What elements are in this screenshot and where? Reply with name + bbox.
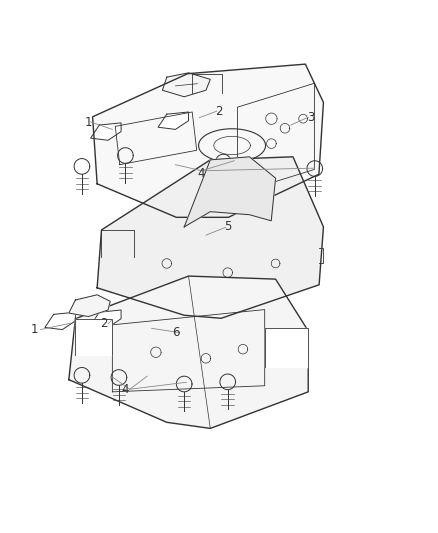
Polygon shape — [69, 295, 110, 317]
Text: 5: 5 — [224, 220, 231, 232]
Polygon shape — [92, 64, 323, 217]
Polygon shape — [184, 157, 276, 227]
Text: 2: 2 — [215, 104, 223, 118]
Text: 1: 1 — [85, 116, 92, 128]
Polygon shape — [265, 328, 308, 367]
Polygon shape — [91, 310, 121, 327]
Text: 2: 2 — [100, 318, 107, 330]
Text: 4: 4 — [122, 383, 129, 395]
Text: 4: 4 — [198, 167, 205, 180]
Polygon shape — [91, 123, 121, 140]
Text: 1: 1 — [30, 323, 38, 336]
Polygon shape — [162, 73, 210, 97]
Polygon shape — [75, 319, 113, 356]
Text: 6: 6 — [172, 326, 179, 339]
Polygon shape — [97, 157, 323, 318]
Polygon shape — [45, 312, 75, 329]
Polygon shape — [158, 112, 188, 130]
Polygon shape — [69, 276, 308, 429]
Text: 3: 3 — [307, 111, 314, 124]
